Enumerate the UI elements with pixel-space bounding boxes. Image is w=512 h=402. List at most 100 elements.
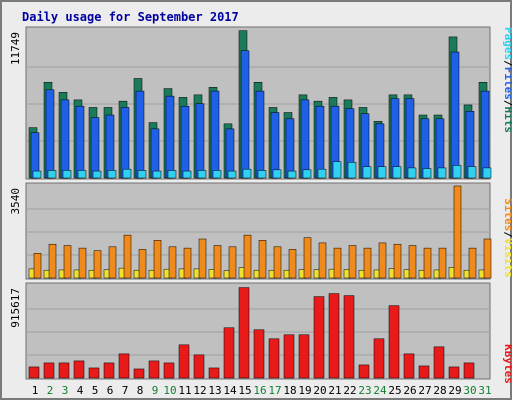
day-label: 14 (223, 384, 237, 397)
panel-visits-max-label: 3540 (9, 188, 22, 215)
pages-bar (287, 170, 297, 179)
kbytes-bar (283, 334, 295, 379)
files-bar (180, 105, 190, 179)
kbytes-bar (403, 353, 415, 379)
sites-bar (348, 245, 357, 279)
sites-bar (168, 246, 177, 279)
pages-bar (212, 170, 222, 179)
day-label: 12 (193, 384, 206, 397)
kbytes-bar (358, 364, 370, 379)
sites-bar (123, 234, 132, 279)
kbytes-bar (28, 366, 40, 379)
files-bar (315, 105, 325, 179)
pages-bar (407, 167, 417, 179)
sites-bar (273, 246, 282, 279)
files-bar (45, 89, 55, 179)
kbytes-bar (343, 295, 355, 379)
kbytes-bar (373, 338, 385, 379)
pages-bar (257, 170, 267, 179)
pages-bar (182, 170, 192, 179)
files-bar (270, 112, 280, 179)
files-bar (210, 90, 220, 179)
day-label: 26 (403, 384, 416, 397)
legend-separator: / (502, 60, 512, 67)
files-bar (240, 50, 250, 179)
kbytes-bar (208, 367, 220, 379)
files-bar (255, 90, 265, 179)
sites-bar (183, 247, 192, 279)
day-label: 10 (163, 384, 176, 397)
sites-bar (453, 185, 462, 279)
sites-bar (258, 240, 267, 279)
kbytes-bar (313, 296, 325, 379)
sites-bar (408, 245, 417, 279)
pages-bar (92, 170, 102, 179)
day-label: 28 (433, 384, 446, 397)
legend-separator: / (502, 100, 512, 107)
files-bar (390, 98, 400, 179)
pages-bar (302, 169, 312, 179)
sites-bar (153, 240, 162, 279)
files-bar (165, 95, 175, 179)
sites-bar (198, 238, 207, 279)
pages-bar (242, 168, 252, 179)
files-bar (195, 103, 205, 179)
day-label: 24 (373, 384, 387, 397)
sites-bar (438, 247, 447, 279)
kbytes-bar (253, 329, 265, 379)
pages-bar (47, 170, 57, 179)
files-bar (285, 118, 295, 179)
files-bar (135, 90, 145, 179)
pages-bar (392, 166, 402, 179)
sites-bar (48, 243, 57, 279)
kbytes-bar (298, 334, 310, 379)
day-label: 16 (253, 384, 266, 397)
sites-bar (78, 247, 87, 279)
files-bar (75, 105, 85, 179)
pages-bar (62, 170, 72, 179)
files-bar (405, 98, 415, 179)
files-bar (300, 99, 310, 179)
pages-bar (137, 170, 147, 179)
kbytes-bar (238, 287, 250, 379)
kbytes-bar (58, 362, 70, 379)
pages-bar (32, 170, 42, 179)
day-label: 6 (107, 384, 114, 397)
day-label: 3 (62, 384, 69, 397)
kbytes-bar (43, 362, 55, 379)
day-label: 13 (208, 384, 221, 397)
sites-bar (318, 242, 327, 279)
sites-bar (363, 247, 372, 279)
pages-bar (122, 168, 132, 179)
legend-entry-sites: Sites (502, 198, 512, 231)
sites-bar (483, 238, 492, 279)
pages-bar (107, 170, 117, 179)
kbytes-bar (73, 360, 85, 379)
day-label: 25 (388, 384, 401, 397)
kbytes-bar (223, 327, 235, 379)
day-label: 4 (77, 384, 84, 397)
files-bar (450, 51, 460, 179)
day-label: 1 (32, 384, 39, 397)
pages-bar (482, 167, 492, 179)
sites-bar (288, 249, 297, 279)
files-bar (90, 117, 100, 179)
sites-bar (378, 242, 387, 279)
sites-bar (468, 247, 477, 279)
pages-bar (377, 166, 387, 179)
day-label: 19 (298, 384, 311, 397)
files-bar (120, 107, 130, 179)
legend-entry-pages: Pages (502, 27, 512, 60)
kbytes-bar (193, 354, 205, 379)
panel-traffic-max-label: 11749 (9, 32, 22, 65)
day-label: 17 (268, 384, 281, 397)
kbytes-bar (418, 365, 430, 379)
files-bar (225, 128, 235, 179)
kbytes-bar (328, 293, 340, 379)
sites-bar (33, 253, 42, 279)
kbytes-bar (133, 368, 145, 379)
legend-entry-kbytes: KBytes (502, 344, 512, 384)
day-label: 2 (47, 384, 54, 397)
pages-bar (152, 170, 162, 179)
